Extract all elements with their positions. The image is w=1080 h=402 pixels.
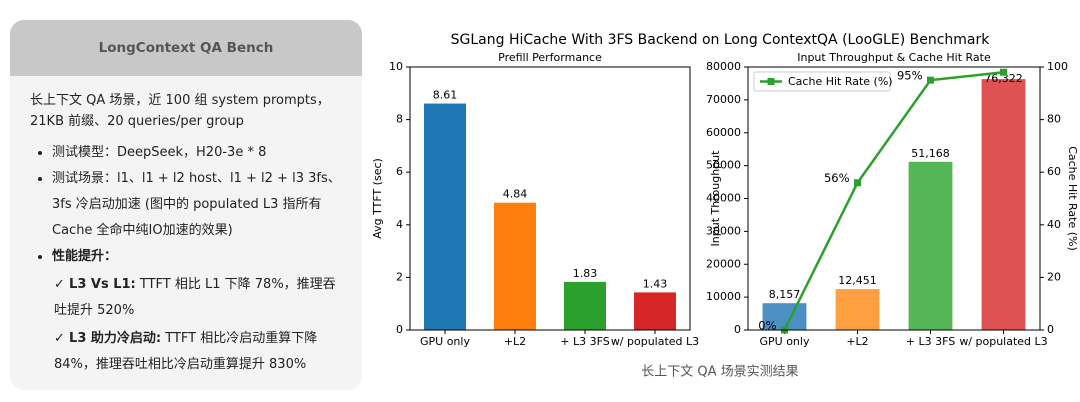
y-tick-label: 4 (396, 218, 403, 231)
bullet: 测试模型：DeepSeek，H20-3e * 8 (52, 140, 346, 166)
result-text: TTFT 相比冷启动重算下降 84%，推理吞吐相比冷启动重算提升 830% (54, 331, 318, 372)
bar (424, 103, 466, 330)
figure-title: SGLang HiCache With 3FS Backend on Long … (451, 32, 991, 48)
value-label: 51,168 (911, 147, 950, 160)
bar (564, 281, 606, 330)
bullet: 测试场景：l1、l1 + l2 host、l1 + l2 + l3 3fs、3f… (52, 166, 346, 244)
result-label: L3 助力冷启动: (69, 331, 162, 346)
y-tick-label: 10000 (706, 290, 741, 303)
bar (634, 292, 676, 330)
y2-tick-label: 100 (1047, 60, 1068, 73)
value-label: 4.84 (503, 188, 528, 201)
legend-label: Cache Hit Rate (%) (788, 75, 893, 88)
y-tick-label: 2 (396, 270, 403, 283)
y-axis-label: Avg TTFT (sec) (371, 158, 384, 239)
line-value-label: 95% (897, 69, 923, 83)
x-tick-label: w/ populated L3 (611, 335, 699, 348)
line (783, 71, 1004, 331)
y-tick-label: 70000 (706, 93, 741, 106)
value-label: 76,322 (984, 72, 1023, 85)
y-axis-label: Input Throughput (709, 150, 722, 247)
value-label: 8.61 (433, 89, 458, 102)
line-marker (1000, 68, 1007, 76)
y2-tick-label: 60 (1047, 165, 1061, 178)
y2-tick-label: 40 (1047, 218, 1061, 231)
axes-frame (747, 66, 1041, 331)
results: ✓ L3 Vs L1: TTFT 相比 L1 下降 78%，推理吞吐提升 520… (10, 270, 362, 378)
y2-tick-label: 0 (1047, 323, 1054, 336)
legend-box (753, 71, 891, 92)
legend-marker (767, 78, 775, 85)
result-text: TTFT 相比 L1 下降 78%，推理吞吐提升 520% (54, 277, 336, 318)
x-tick-label: +L2 (504, 335, 526, 348)
panel-intro: 长上下文 QA 场景，近 100 组 system prompts，21KB 前… (30, 93, 330, 129)
y-tick-label: 8 (396, 113, 403, 126)
y-tick-label: 0 (734, 323, 741, 336)
bar (908, 161, 953, 330)
bar (762, 303, 807, 330)
line-marker (927, 76, 934, 84)
axes-frame (409, 66, 691, 331)
y-tick-label: 50000 (706, 159, 741, 172)
info-panel: LongContext QA Bench 长上下文 QA 场景，近 100 组 … (10, 20, 362, 390)
value-label: 12,451 (838, 274, 877, 287)
y2-axis-label: Cache Hit Rate (%) (1066, 146, 1079, 251)
value-label: 1.83 (573, 267, 598, 280)
y-tick-label: 80000 (706, 60, 741, 73)
x-tick-label: + L3 3FS (906, 335, 955, 348)
y-tick-label: 30000 (706, 224, 741, 237)
y-tick-label: 0 (396, 323, 403, 336)
x-tick-label: + L3 3FS (560, 335, 609, 348)
line-value-label: 56% (824, 171, 850, 185)
line-value-label: 0% (758, 319, 776, 333)
y2-tick-label: 20 (1047, 270, 1061, 283)
y-tick-label: 10 (389, 60, 403, 73)
y2-tick-label: 80 (1047, 113, 1061, 126)
y-tick-label: 60000 (706, 126, 741, 139)
result: ✓ L3 助力冷启动: TTFT 相比冷启动重算下降 84%，推理吞吐相比冷启动… (54, 331, 318, 372)
panel-title: LongContext QA Bench (10, 20, 362, 76)
bullet-list: 测试模型：DeepSeek，H20-3e * 8 测试场景：l1、l1 + l2… (10, 140, 362, 270)
result-label: L3 Vs L1: (69, 277, 136, 292)
x-tick-label: +L2 (846, 335, 868, 348)
bar (494, 202, 536, 330)
x-tick-label: GPU only (760, 335, 810, 348)
y-tick-label: 20000 (706, 257, 741, 270)
chart-title: Prefill Performance (498, 51, 602, 64)
y-tick-label: 6 (396, 165, 403, 178)
value-label: 8,157 (769, 288, 801, 301)
bar (981, 79, 1026, 330)
value-label: 1.43 (643, 277, 668, 290)
bullet: 性能提升： (52, 244, 346, 270)
figure-caption: 长上下文 QA 场景实测结果 (641, 365, 798, 380)
y-tick-label: 40000 (706, 192, 741, 205)
x-tick-label: w/ populated L3 (959, 335, 1047, 348)
bar (835, 289, 880, 330)
result: ✓ L3 Vs L1: TTFT 相比 L1 下降 78%，推理吞吐提升 520… (54, 277, 336, 318)
chart-title: Input Throughput & Cache Hit Rate (797, 51, 991, 64)
line-marker (854, 179, 861, 187)
x-tick-label: GPU only (420, 335, 470, 348)
